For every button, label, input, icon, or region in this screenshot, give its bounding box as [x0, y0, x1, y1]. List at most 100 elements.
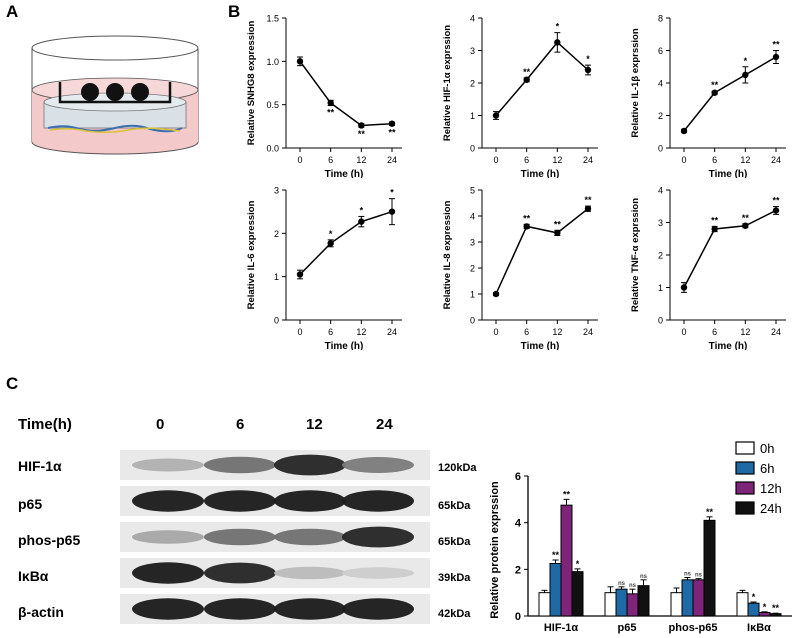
y-tick-label: 2: [470, 264, 475, 274]
bar: [604, 592, 617, 617]
blot-band: [342, 598, 414, 620]
y-tick-label: 1: [470, 290, 475, 300]
wb-kda-phos-p65: 65kDa: [438, 536, 471, 548]
bar: [538, 592, 551, 617]
y-axis-label: Relative IL-1β exprssion: [630, 28, 641, 137]
significance-label: *: [763, 602, 767, 612]
significance-label: ns: [629, 583, 637, 589]
blot-band: [204, 490, 276, 512]
x-tick-label: 6: [712, 155, 717, 165]
x-tick-label: 0: [681, 155, 686, 165]
significance-label: **: [711, 215, 719, 225]
x-axis-label: Time (h): [521, 169, 560, 178]
bar: [637, 585, 650, 617]
data-point: [358, 218, 365, 225]
culture-dish-illustration: [31, 35, 199, 155]
bar: [670, 592, 683, 617]
wb-kda-ikba: 39kDa: [438, 572, 471, 584]
y-tick-label: 0: [470, 316, 475, 326]
x-tick-label: 12: [740, 327, 750, 337]
bar: [736, 592, 749, 617]
x-tick-label: 24: [583, 327, 593, 337]
wb-row-label-actin: β-actin: [18, 604, 64, 620]
wb-row-label-ikba: IκBα: [18, 568, 49, 584]
y-tick-label: 4: [470, 212, 475, 222]
significance-label: **: [772, 603, 780, 613]
data-point: [358, 122, 365, 129]
blot-band: [132, 562, 204, 584]
blot-band: [132, 490, 204, 512]
y-tick-label: 0: [515, 611, 521, 623]
series-line: [683, 209, 777, 288]
blot-band: [204, 598, 276, 620]
data-point: [296, 58, 304, 65]
x-tick-label: 0: [493, 327, 498, 337]
data-point: [296, 271, 304, 278]
x-axis-label: Time (h): [709, 341, 748, 350]
significance-label: **: [563, 489, 571, 499]
wb-row-label-p65: p65: [18, 496, 43, 512]
significance-label: **: [358, 129, 366, 139]
significance-label: **: [584, 195, 592, 205]
x-tick-label: 0: [493, 155, 498, 165]
legend-label: 6h: [760, 461, 774, 476]
data-point: [711, 225, 718, 233]
line-chart-0: 0.0 0.5 1.0 1.5 0 6 12 24 Time (h) Relative SNHG8…: [246, 14, 402, 178]
y-tick-label: 0: [658, 316, 663, 326]
y-tick-label: 2: [274, 229, 279, 239]
data-point: [584, 205, 592, 212]
y-tick-label: 0.5: [266, 100, 279, 110]
wb-time-12: 12: [306, 416, 323, 433]
data-point: [772, 53, 780, 61]
blot-band: [274, 598, 346, 620]
wb-time-24: 24: [376, 416, 393, 433]
x-tick-label: 12: [552, 327, 562, 337]
x-tick-label: 24: [583, 155, 593, 165]
x-tick-label: 6: [328, 327, 333, 337]
significance-label: *: [586, 54, 590, 64]
significance-label: ns: [640, 574, 648, 580]
y-tick-label: 3: [274, 186, 279, 196]
wb-kda-hif: 120kDa: [438, 462, 477, 474]
y-tick-label: 3: [470, 46, 475, 56]
blot-band: [274, 490, 346, 512]
x-tick-label: 12: [552, 155, 562, 165]
y-tick-label: 2: [658, 251, 663, 261]
data-point: [742, 222, 749, 229]
bar: [692, 579, 705, 617]
x-category-label: IκBα: [747, 622, 771, 634]
data-point: [523, 76, 530, 83]
western-blot-bands: [120, 450, 430, 624]
wb-row-label-hif: HIF-1α: [18, 458, 62, 474]
data-point: [742, 71, 749, 79]
panel-letter-a: A: [6, 2, 19, 21]
y-tick-label: 0: [470, 144, 475, 154]
blot-band: [342, 457, 414, 473]
blot-band: [274, 566, 346, 580]
x-axis-label: Time (h): [521, 341, 560, 350]
y-tick-label: 4: [658, 79, 663, 89]
significance-label: **: [554, 219, 562, 229]
significance-label: **: [772, 196, 780, 206]
bar: [681, 579, 694, 617]
y-axis-label: Relative TNF-α exprssion: [630, 198, 641, 312]
panel-b-charts: 0.0 0.5 1.0 1.5 0 6 12 24 Time (h) Relative SNHG8…: [246, 14, 786, 350]
data-point: [711, 89, 718, 96]
significance-label: **: [772, 40, 780, 50]
blot-band: [204, 528, 276, 546]
y-tick-label: 1: [470, 111, 475, 121]
y-tick-label: 1: [658, 283, 663, 293]
y-tick-label: 8: [658, 14, 663, 24]
y-tick-label: 4: [515, 518, 522, 530]
significance-label: *: [390, 188, 394, 198]
x-axis-label: Time (h): [709, 169, 748, 178]
y-tick-label: 3: [470, 238, 475, 248]
x-category-label: phos-p65: [669, 622, 718, 634]
x-tick-label: 24: [387, 327, 397, 337]
blot-band: [132, 458, 204, 472]
y-tick-label: 4: [658, 186, 663, 196]
significance-label: **: [327, 108, 335, 118]
